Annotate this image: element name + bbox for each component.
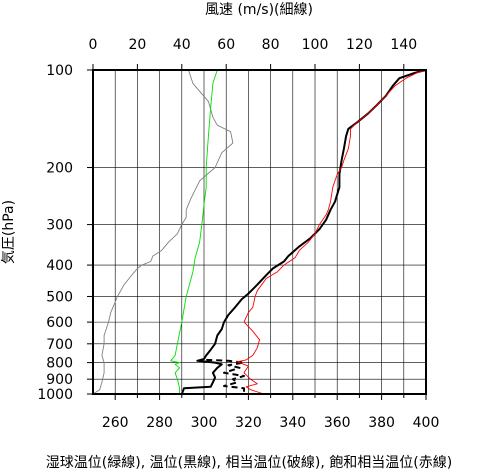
- y-tick-label: 900: [46, 372, 73, 388]
- plot-frame: [92, 69, 427, 395]
- y-tick-label: 500: [46, 289, 73, 305]
- y-tick-label: 100: [46, 63, 73, 79]
- wet-bulb-potential-temperature-line: [170, 69, 218, 395]
- top-tick-label: 20: [128, 37, 146, 53]
- y-tick-label: 1000: [37, 387, 73, 403]
- top-tick-label: 120: [346, 37, 373, 53]
- top-tick-label: 40: [173, 37, 191, 53]
- bottom-tick-label: 300: [191, 415, 218, 431]
- y-tick-label: 800: [46, 356, 73, 372]
- bottom-tick-label: 400: [413, 415, 440, 431]
- top-tick-label: 100: [302, 37, 329, 53]
- saturated-equivalent-potential-temperature-line: [236, 69, 427, 395]
- y-tick-label: 300: [46, 218, 73, 234]
- bottom-tick-label: 360: [324, 415, 351, 431]
- y-tick-label: 400: [46, 258, 73, 274]
- top-tick-label: 80: [262, 37, 280, 53]
- wind-speed-line: [92, 69, 234, 395]
- top-axis-title: 風速 (m/s)(細線): [205, 2, 313, 18]
- top-tick-label: 140: [390, 37, 417, 53]
- y-tick-label: 200: [46, 161, 73, 177]
- potential-temperature-line: [180, 69, 427, 395]
- bottom-axis: 260 280 300 320 340 360 380 400: [102, 394, 440, 431]
- top-tick-label: 0: [89, 37, 98, 53]
- gridlines: [93, 69, 426, 395]
- bottom-tick-label: 260: [102, 415, 129, 431]
- bottom-tick-label: 340: [279, 415, 306, 431]
- y-tick-label: 700: [46, 337, 73, 353]
- bottom-tick-label: 320: [235, 415, 262, 431]
- y-tick-label: 600: [46, 315, 73, 331]
- top-axis: 0 20 40 60 80 100 120 140: [89, 37, 417, 70]
- plot-area: [92, 69, 427, 395]
- y-axis-title: 気圧(hPa): [1, 200, 17, 264]
- bottom-tick-label: 280: [146, 415, 173, 431]
- x-axis-title: 湿球温位(緑線), 温位(黒線), 相当温位(破線), 飽和相当温位(赤線): [46, 454, 452, 471]
- equivalent-potential-temperature-line: [206, 358, 245, 393]
- bottom-tick-label: 380: [368, 415, 395, 431]
- top-tick-label: 60: [217, 37, 235, 53]
